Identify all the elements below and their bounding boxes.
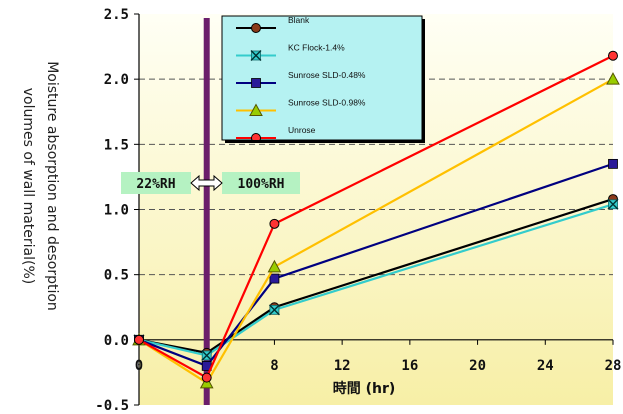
data-point (201, 349, 213, 361)
x-tick-label: 20 (469, 358, 486, 374)
series-unrose (134, 50, 618, 383)
legend-item-sunrose-sld-0-98: Sunrose SLD-0.98% (236, 98, 366, 116)
x-axis-title: 時間 (hr) (333, 380, 396, 397)
legend-item-sunrose-sld-0-48: Sunrose SLD-0.48% (236, 70, 366, 88)
x-tick-label: 16 (401, 358, 418, 374)
legend: Blank KC Flock-1.4% Sunrose SLD-0.48% Sunro… (221, 15, 425, 143)
data-point (268, 304, 280, 316)
legend-box (221, 15, 423, 141)
legend-label: KC Flock-1.4% (288, 43, 345, 53)
legend-label: Unrose (288, 125, 316, 135)
legend-label: Sunrose SLD-0.48% (288, 70, 366, 80)
series-line (138, 54, 614, 380)
legend-marker (251, 78, 261, 88)
grid-lines (139, 78, 613, 276)
data-point (269, 218, 280, 229)
series-line (138, 198, 614, 355)
annotation-left-label: 22%RH (136, 177, 175, 192)
x-tick-label: 28 (605, 358, 622, 374)
legend-marker (251, 133, 261, 140)
data-point (201, 372, 212, 383)
data-series (132, 50, 620, 389)
data-point (269, 273, 280, 284)
y-tick-label: -0.5 (95, 398, 129, 414)
data-point (608, 158, 618, 169)
data-point (267, 259, 282, 273)
y-tick-label: 2.5 (104, 7, 129, 23)
annotation-right-label: 100%RH (238, 177, 285, 192)
legend-item-kc-flock-1-4: KC Flock-1.4% (236, 43, 345, 61)
data-point (607, 198, 619, 210)
series-line (138, 162, 614, 368)
y-tick-label: 1.0 (104, 203, 129, 219)
x-tick-label: 24 (537, 358, 554, 374)
x-tick-label: 12 (334, 358, 351, 374)
series-line (138, 78, 614, 385)
legend-item-unrose: Unrose (236, 125, 316, 140)
double-arrow-icon (190, 174, 223, 192)
series-line (138, 203, 614, 357)
x-tick-label: 0 (135, 358, 143, 374)
legend-marker (251, 23, 261, 33)
legend-marker (249, 103, 263, 116)
humidity-annotation: 22%RH 100%RH (121, 172, 300, 194)
legend-label: Blank (288, 15, 310, 25)
data-point (606, 72, 620, 85)
y-tick-label: 0.5 (104, 268, 129, 284)
x-tick-label: 8 (270, 358, 278, 374)
legend-label: Sunrose SLD-0.98% (288, 98, 366, 108)
y-tick-label: 1.5 (104, 137, 129, 153)
y-tick-label: 0.0 (104, 333, 129, 349)
annotation-left: 22%RH (121, 172, 191, 194)
legend-marker (250, 50, 262, 61)
annotation-right: 100%RH (222, 172, 300, 194)
data-point (134, 334, 144, 345)
legend-item-blank: Blank (236, 15, 310, 33)
y-tick-label: 2.0 (104, 72, 129, 88)
data-point (608, 50, 618, 61)
